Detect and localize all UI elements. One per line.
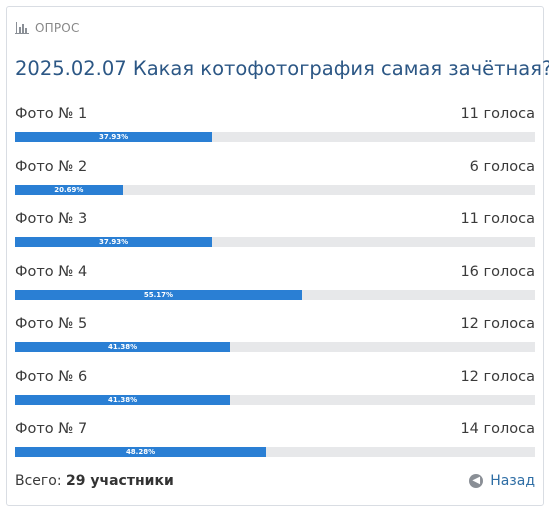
progress-percent: 55.17% — [143, 290, 174, 299]
poll-option: Фото № 2 6 голоса 20.69% — [7, 146, 543, 199]
poll-option-votes: 6 голоса — [469, 158, 535, 175]
progress-track: 37.93% — [15, 132, 535, 142]
poll-option-header: Фото № 7 14 голоса — [15, 421, 535, 437]
total-label: Всего: — [15, 473, 62, 489]
poll-option: Фото № 4 16 голоса 55.17% — [7, 251, 543, 304]
circle-arrow-left-icon: ◀ — [469, 474, 484, 488]
poll-card: ОПРОС 2025.02.07 Какая котофотография са… — [6, 6, 549, 506]
poll-option-header: Фото № 5 12 голоса — [15, 316, 535, 332]
poll-option-header: Фото № 3 11 голоса — [15, 211, 535, 227]
poll-option: Фото № 7 14 голоса 48.28% — [7, 408, 543, 461]
poll-option-header: Фото № 4 16 голоса — [15, 264, 535, 280]
progress-percent: 37.93% — [99, 238, 129, 246]
poll-option-votes: 11 голоса — [460, 211, 535, 227]
poll-option-label: Фото № 2 — [15, 158, 88, 175]
poll-option: Фото № 1 11 голоса 37.93% — [7, 93, 543, 146]
back-label: Назад — [490, 473, 535, 489]
poll-option-label: Фото № 7 — [15, 421, 88, 437]
poll-option-header: Фото № 6 12 голоса — [15, 369, 535, 385]
total-participants: Всего: 29 участники — [15, 473, 174, 489]
bar-chart-icon — [15, 22, 29, 34]
progress-bar: 37.93% — [15, 132, 213, 142]
progress-bar: 20.69% — [15, 184, 123, 195]
progress-bar: 41.38% — [15, 342, 231, 352]
total-value: 29 участники — [66, 473, 174, 489]
progress-percent: 41.38% — [108, 343, 138, 351]
progress-track: 41.38% — [15, 394, 535, 405]
poll-option: Фото № 5 12 голоса 41.38% — [7, 303, 543, 356]
progress-track: 48.28% — [15, 447, 535, 457]
poll-option: Фото № 3 11 голоса 37.93% — [7, 198, 543, 251]
poll-options: Фото № 1 11 голоса 37.93% Фото № 2 6 голоса 2… — [7, 93, 543, 461]
poll-option-label: Фото № 1 — [15, 106, 88, 122]
poll-option-label: Фото № 4 — [15, 263, 88, 280]
progress-percent: 41.38% — [108, 395, 138, 404]
poll-option-votes: 11 голоса — [460, 106, 535, 122]
progress-track: 41.38% — [15, 342, 535, 352]
progress-percent: 20.69% — [54, 185, 84, 194]
poll-option-votes: 14 голоса — [460, 421, 535, 437]
poll-option-votes: 16 голоса — [460, 263, 535, 280]
progress-percent: 48.28% — [125, 448, 156, 456]
progress-bar: 48.28% — [15, 447, 267, 457]
progress-bar: 55.17% — [15, 289, 302, 300]
poll-option-header: Фото № 2 6 голоса — [15, 159, 535, 175]
progress-track: 55.17% — [15, 289, 535, 300]
poll-option-label: Фото № 3 — [15, 211, 88, 227]
poll-option-label: Фото № 6 — [15, 368, 88, 385]
progress-percent: 37.93% — [99, 133, 129, 141]
progress-bar: 41.38% — [15, 394, 231, 405]
poll-title: 2025.02.07 Какая котофотография самая за… — [15, 57, 549, 80]
poll-footer: Всего: 29 участники ◀ Назад — [15, 473, 535, 489]
poll-option-header: Фото № 1 11 голоса — [15, 106, 535, 122]
poll-option-label: Фото № 5 — [15, 316, 88, 332]
poll-option-votes: 12 голоса — [460, 316, 535, 332]
poll-header: ОПРОС — [15, 21, 80, 35]
poll-option-votes: 12 голоса — [460, 368, 535, 385]
progress-track: 37.93% — [15, 237, 535, 247]
progress-bar: 37.93% — [15, 237, 213, 247]
poll-option: Фото № 6 12 голоса 41.38% — [7, 356, 543, 409]
back-link[interactable]: ◀ Назад — [469, 473, 535, 489]
poll-label: ОПРОС — [35, 21, 80, 35]
progress-track: 20.69% — [15, 184, 535, 195]
